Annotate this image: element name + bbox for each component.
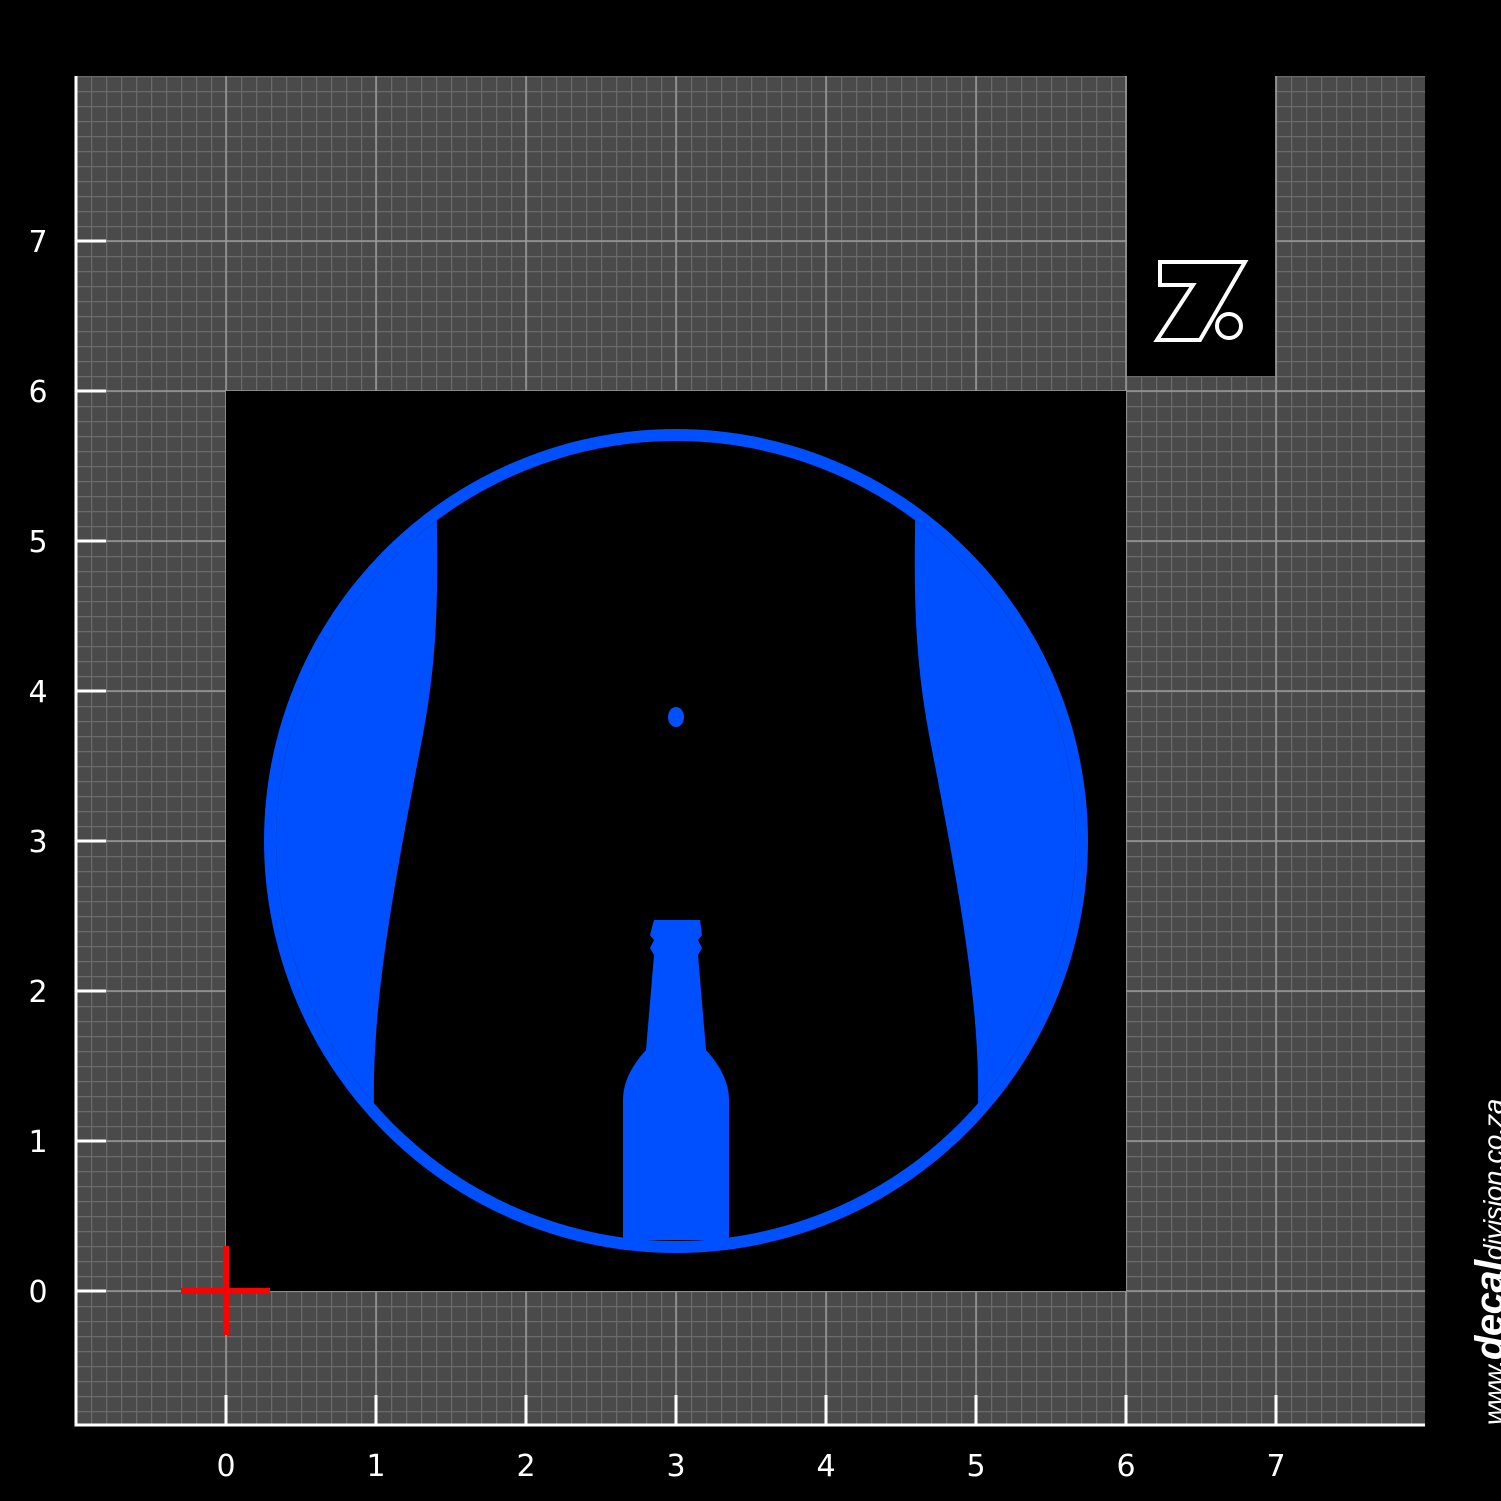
- watermark: www.decaldivision.co.za: [1468, 1099, 1501, 1425]
- y-tick-label: 4: [28, 675, 47, 710]
- y-tick-labels: 0 1 2 3 4 5 6 7: [28, 225, 47, 1310]
- x-tick-label: 0: [216, 1449, 235, 1484]
- watermark-prefix: www.: [1478, 1360, 1501, 1425]
- x-tick-label: 3: [666, 1449, 685, 1484]
- x-tick-label: 1: [366, 1449, 385, 1484]
- y-tick-label: 0: [28, 1275, 47, 1310]
- logo-panel: [1127, 76, 1275, 376]
- x-tick-label: 6: [1116, 1449, 1135, 1484]
- y-tick-label: 7: [28, 225, 47, 260]
- x-tick-label: 4: [816, 1449, 835, 1484]
- navel-dot: [668, 707, 684, 727]
- x-tick-label: 7: [1266, 1449, 1285, 1484]
- watermark-brand: decal: [1468, 1260, 1501, 1361]
- watermark-suffix: .co.za: [1478, 1099, 1501, 1171]
- y-tick-label: 3: [28, 825, 47, 860]
- beer-bottle-icon: [623, 920, 729, 1240]
- y-tick-label: 5: [28, 525, 47, 560]
- x-tick-labels: 0 1 2 3 4 5 6 7: [216, 1449, 1285, 1484]
- origin-crosshair-icon: [181, 1246, 270, 1335]
- x-tick-label: 5: [966, 1449, 985, 1484]
- logo-7-percent-icon: [1153, 260, 1249, 342]
- watermark-middle: division: [1478, 1170, 1501, 1261]
- tick-marks: [76, 239, 1278, 1425]
- x-tick-label: 2: [516, 1449, 535, 1484]
- y-tick-label: 1: [28, 1125, 47, 1160]
- y-tick-label: 2: [28, 975, 47, 1010]
- y-tick-label: 6: [28, 375, 47, 410]
